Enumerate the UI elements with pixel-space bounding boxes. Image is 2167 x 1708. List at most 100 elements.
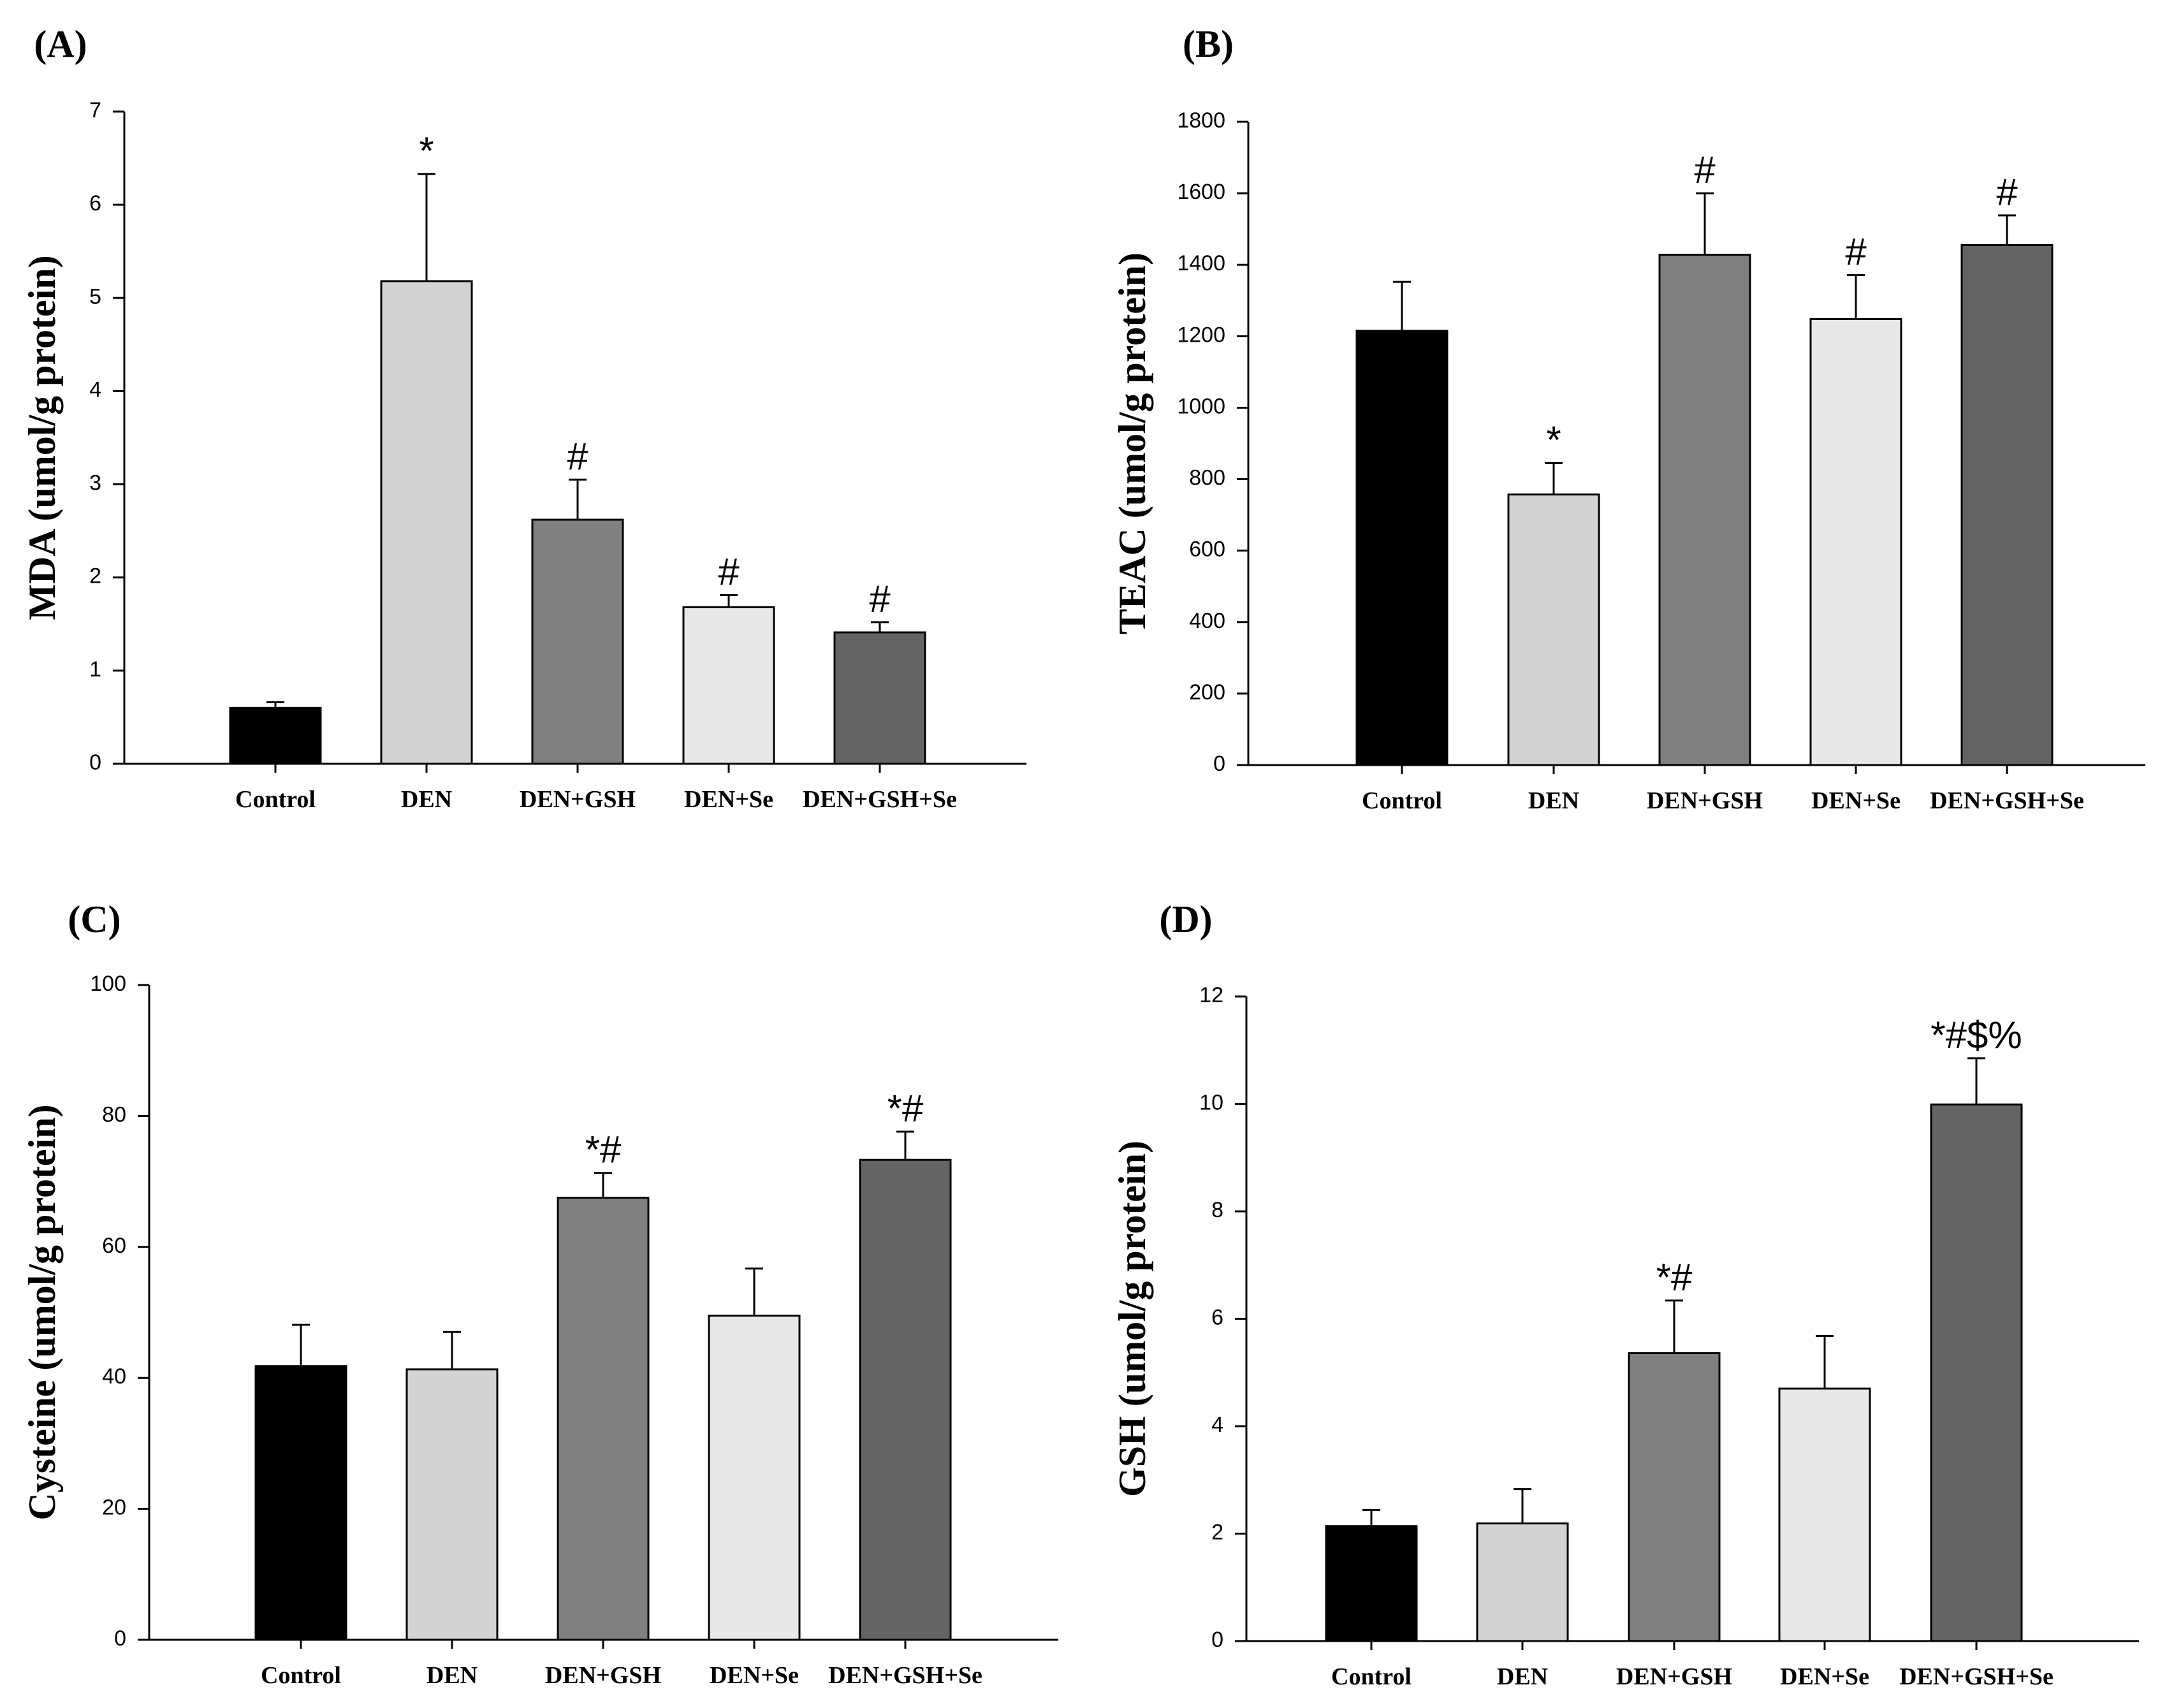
y-tick-label: 100 xyxy=(90,972,126,996)
y-tick-label: 0 xyxy=(1211,1628,1223,1652)
y-tick-label: 4 xyxy=(1211,1413,1223,1437)
error-bar-den xyxy=(1545,462,1563,495)
y-tick-label: 5 xyxy=(89,284,101,309)
error-bar-den-gsh xyxy=(1665,1299,1683,1354)
significance-label: *#$% xyxy=(1930,1014,2022,1056)
error-bar-control xyxy=(1393,281,1411,331)
panel-label: (C) xyxy=(68,898,120,940)
x-tick-label: DEN+Se xyxy=(684,786,773,813)
y-tick-label: 0 xyxy=(1213,752,1225,776)
error-bar-control xyxy=(266,701,284,708)
x-tick-label: Control xyxy=(1362,787,1442,814)
y-tick-label: 20 xyxy=(102,1496,126,1520)
significance-label: *# xyxy=(887,1087,924,1130)
error-bar-den-se xyxy=(720,594,738,608)
significance-label: # xyxy=(1996,171,2018,214)
chart-panel-d: (D) GSH (umol/g protein) Control DEN *# DEN+G… xyxy=(1111,898,2139,1690)
x-tick-label: Control xyxy=(235,786,316,813)
significance-label: *# xyxy=(585,1128,622,1171)
bar-den-gsh xyxy=(557,1197,650,1641)
bar-den-gsh xyxy=(1628,1352,1721,1642)
significance-label: # xyxy=(1845,230,1867,273)
y-tick-label: 12 xyxy=(1199,983,1223,1007)
significance-label: # xyxy=(1694,149,1716,191)
x-tick-label: Control xyxy=(261,1662,341,1689)
bar-den-gsh-se xyxy=(1930,1103,2023,1642)
bar-den xyxy=(1476,1522,1569,1642)
x-tick-label: DEN xyxy=(1497,1663,1548,1690)
error-bar-den xyxy=(418,173,435,281)
y-tick-label: 80 xyxy=(102,1102,126,1127)
y-axis-title: MDA (umol/g protein) xyxy=(21,255,63,620)
bar-den-se xyxy=(708,1315,801,1641)
y-tick-label: 1600 xyxy=(1177,180,1225,204)
x-tick-label: DEN+Se xyxy=(1811,787,1901,814)
x-tick-label: DEN+GSH xyxy=(1616,1663,1732,1690)
bar-den-gsh-se xyxy=(859,1158,952,1641)
x-tick-label: DEN+GSH+Se xyxy=(1930,787,2084,814)
y-tick-label: 0 xyxy=(114,1626,126,1651)
x-tick-label: DEN+GSH xyxy=(520,786,636,813)
error-bar-den-se xyxy=(1847,274,1865,319)
x-tick-label: DEN+GSH+Se xyxy=(828,1662,982,1689)
y-axis-title: Cysteine (umol/g protein) xyxy=(21,1104,63,1520)
error-bar-control xyxy=(292,1324,310,1366)
significance-label: * xyxy=(1546,418,1561,461)
y-axis-title: TEAC (umol/g protein) xyxy=(1111,252,1153,634)
y-tick-label: 1000 xyxy=(1177,394,1225,418)
y-tick-label: 1200 xyxy=(1177,323,1225,347)
y-tick-label: 1800 xyxy=(1177,108,1225,133)
bar-den-gsh xyxy=(531,518,624,765)
y-tick-label: 400 xyxy=(1189,609,1225,633)
y-tick-label: 60 xyxy=(102,1234,126,1258)
chart-panel-a: (A) MDA (umol/g protein) Control * DEN # DEN+G… xyxy=(21,23,1026,813)
x-tick-label: DEN+Se xyxy=(1780,1663,1869,1690)
error-bar-den-gsh-se xyxy=(1967,1057,1985,1105)
chart-panel-c: (C) Cysteine (umol/g protein) Control DEN *#… xyxy=(21,898,1058,1689)
y-axis-title: GSH (umol/g protein) xyxy=(1111,1141,1153,1497)
x-tick-label: Control xyxy=(1331,1663,1412,1690)
x-tick-label: DEN+GSH+Se xyxy=(1899,1663,2054,1690)
x-tick-label: DEN xyxy=(427,1662,478,1689)
significance-label: *# xyxy=(1656,1256,1693,1299)
bar-den xyxy=(1507,493,1600,766)
y-tick-label: 40 xyxy=(102,1364,126,1389)
y-tick-label: 8 xyxy=(1211,1198,1223,1222)
y-tick-label: 10 xyxy=(1199,1090,1223,1114)
bar-den-gsh xyxy=(1658,254,1751,766)
y-tick-label: 3 xyxy=(89,471,101,495)
significance-label: # xyxy=(718,550,740,593)
error-bar-den-gsh xyxy=(569,478,587,520)
y-tick-label: 1400 xyxy=(1177,251,1225,275)
y-tick-label: 600 xyxy=(1189,537,1225,562)
panel-label: (A) xyxy=(34,23,87,65)
error-bar-den-gsh-se xyxy=(871,621,889,632)
error-bar-den-gsh-se xyxy=(896,1130,914,1160)
bar-den-gsh-se xyxy=(1960,244,2054,766)
x-tick-label: DEN xyxy=(1528,787,1579,814)
bar-control xyxy=(229,706,322,765)
bar-control xyxy=(254,1365,347,1641)
bar-den xyxy=(380,280,473,765)
error-bar-den-se xyxy=(745,1267,763,1316)
error-bar-den-gsh-se xyxy=(1998,214,2016,245)
y-tick-label: 6 xyxy=(1211,1305,1223,1329)
significance-label: * xyxy=(419,129,434,172)
y-tick-label: 4 xyxy=(89,377,101,402)
y-tick-label: 2 xyxy=(1211,1520,1223,1544)
y-tick-label: 200 xyxy=(1189,680,1225,704)
y-tick-label: 1 xyxy=(89,657,101,682)
y-tick-label: 7 xyxy=(89,98,101,122)
bar-den-se xyxy=(1778,1387,1871,1642)
chart-panel-b: (B) TEAC (umol/g protein) Control * DEN # DEN+… xyxy=(1111,23,2145,814)
significance-label: # xyxy=(869,578,891,620)
error-bar-den xyxy=(1514,1488,1531,1524)
x-tick-label: DEN+Se xyxy=(710,1662,799,1689)
y-tick-label: 6 xyxy=(89,191,101,215)
y-tick-label: 800 xyxy=(1189,466,1225,490)
bar-den-se xyxy=(682,606,775,765)
panel-label: (D) xyxy=(1159,898,1212,940)
bar-den-gsh-se xyxy=(833,631,926,765)
y-tick-label: 2 xyxy=(89,564,101,588)
